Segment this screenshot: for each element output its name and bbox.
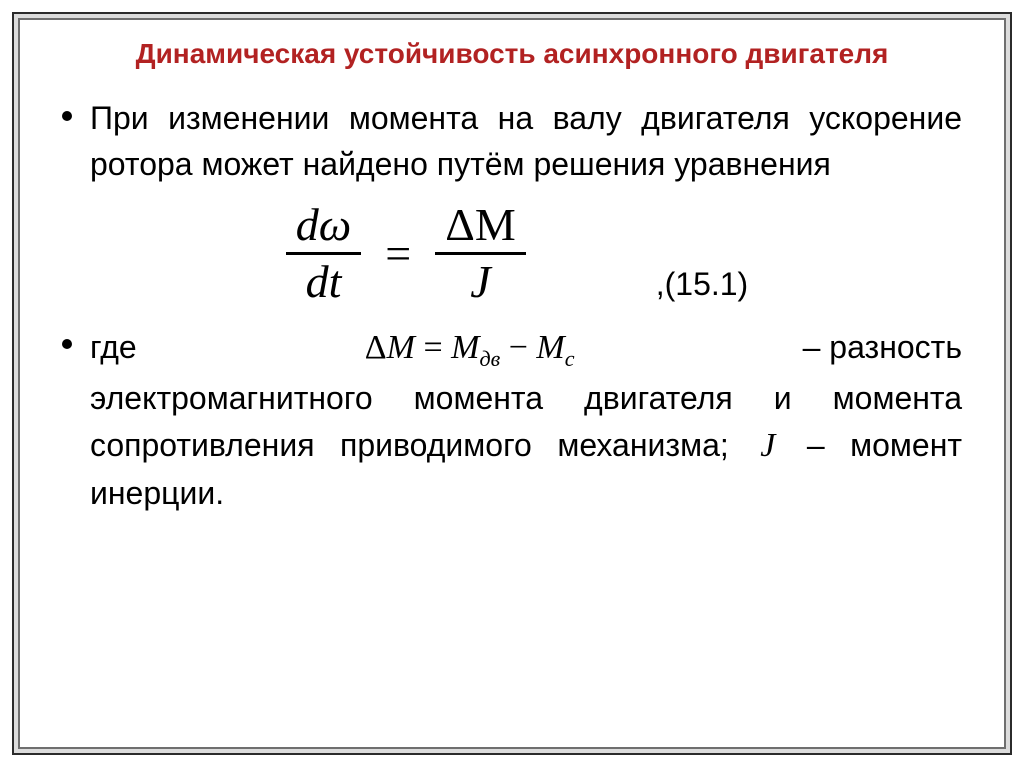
equation-1: dω dt = ΔM J (276, 202, 536, 305)
slide-inner-frame: Динамическая устойчивость асинхронного д… (12, 12, 1012, 755)
equation-1-rhs-top: ΔM (435, 202, 526, 248)
fraction-bar-icon (286, 252, 361, 255)
where-label: где (90, 324, 137, 370)
bullet-1: При изменении момента на валу двигателя … (62, 95, 962, 188)
equation-1-lhs-bot: dt (296, 259, 352, 305)
equation-1-row: dω dt = ΔM J ,(15.1) (62, 202, 962, 305)
equation-1-lhs-top: dω (286, 202, 361, 248)
fraction-bar-icon (435, 252, 526, 255)
paragraph-1: При изменении момента на валу двигателя … (90, 95, 962, 188)
equation-1-rhs-bot: J (460, 259, 500, 305)
bullet-2: где ΔM = Mдв − Mc – разность электромагн… (62, 323, 962, 517)
slide-title: Динамическая устойчивость асинхронного д… (112, 36, 912, 71)
equation-1-rhs-frac: ΔM J (435, 202, 526, 305)
equation-1-rhs-top-sym: M (475, 199, 516, 250)
j-variable: J (760, 427, 775, 464)
dash-word: – разность (803, 324, 962, 370)
bullet-dot-icon (62, 111, 72, 121)
equation-1-equals: = (385, 227, 411, 280)
delta-m-definition: ΔM = Mдв − Mc (365, 323, 575, 375)
equation-1-lhs-frac: dω dt (286, 202, 361, 305)
slide-outer-frame: Динамическая устойчивость асинхронного д… (0, 0, 1024, 767)
paragraph-2-line1: где ΔM = Mдв − Mc – разность (90, 323, 962, 375)
equation-1-number: ,(15.1) (656, 266, 748, 305)
subscript-c: c (565, 346, 575, 371)
bullet-dot-icon (62, 339, 72, 349)
subscript-dv: дв (479, 346, 500, 371)
paragraph-2: где ΔM = Mдв − Mc – разность электромагн… (90, 323, 962, 517)
